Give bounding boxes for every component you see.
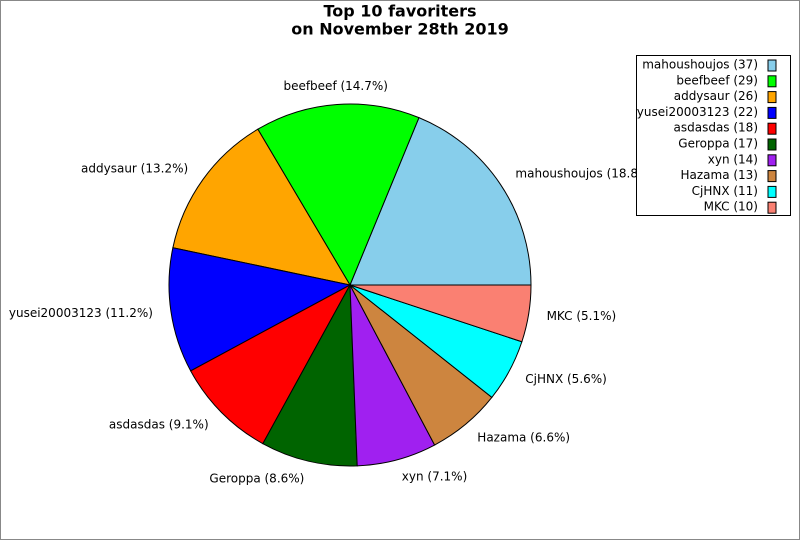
legend-label: mahoushoujos (37) [642, 58, 758, 72]
pie-slice [349, 116, 532, 286]
slice-label: MKC (5.1%) [547, 309, 617, 323]
legend-box [636, 55, 791, 216]
legend-swatch [767, 185, 777, 198]
legend-swatch [767, 138, 777, 151]
slice-label: Hazama (6.6%) [477, 431, 570, 445]
legend-label: MKC (10) [704, 200, 758, 214]
legend-label: addysaur (26) [674, 89, 758, 103]
slice-label: Geroppa (8.6%) [209, 471, 304, 485]
slice-label: addysaur (13.2%) [81, 162, 188, 176]
legend-label: yusei20003123 (22) [637, 105, 758, 119]
legend-label: asdasdas (18) [674, 121, 759, 135]
slice-label: asdasdas (9.1%) [109, 418, 209, 432]
chart-subtitle: on November 28th 2019 [291, 20, 508, 39]
legend-label: beefbeef (29) [676, 73, 758, 87]
pie-slice [172, 128, 352, 286]
legend-label: xyn (14) [708, 152, 758, 166]
legend-swatch [767, 91, 777, 104]
slice-label: yusei20003123 (11.2%) [9, 306, 153, 320]
legend-label: Hazama (13) [680, 168, 758, 182]
slice-label: mahoushoujos (18.8%) [515, 167, 654, 181]
legend-swatch [767, 75, 777, 88]
slice-label: xyn (7.1%) [402, 470, 467, 484]
legend-swatch [767, 122, 777, 135]
legend-swatch [767, 106, 777, 119]
pie-slice [257, 103, 420, 287]
chart-title: Top 10 favoriters [323, 2, 476, 21]
pie-slice [262, 283, 358, 467]
slice-label: CjHNX (5.6%) [525, 372, 607, 386]
legend-swatch [767, 59, 777, 72]
legend-swatch [767, 201, 777, 214]
pie-slice [168, 247, 352, 372]
legend-swatch [767, 170, 777, 183]
slice-label: beefbeef (14.7%) [283, 79, 388, 93]
pie-slice [349, 284, 532, 343]
legend-label: CjHNX (11) [692, 184, 758, 198]
pie-slice [189, 283, 352, 445]
legend-swatch [767, 154, 777, 167]
legend-label: Geroppa (17) [678, 137, 758, 151]
